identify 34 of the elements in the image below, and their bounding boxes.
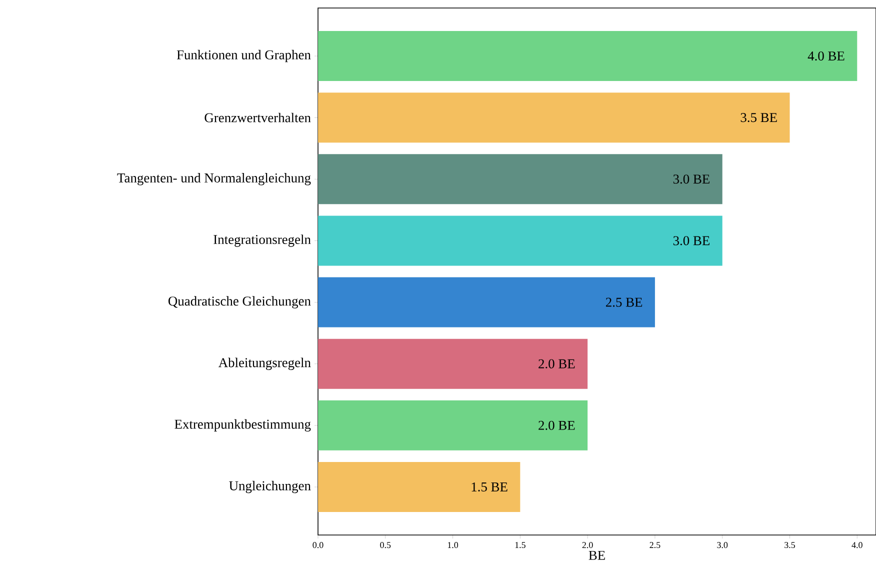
x-tick-label: 1.0 xyxy=(448,542,458,548)
y-tick-label: Tangenten- und Normalengleichung xyxy=(117,173,311,186)
bar xyxy=(318,154,722,204)
data-label: 2.5 BE xyxy=(606,298,642,307)
y-tick-label: Integrationsregeln xyxy=(214,234,311,247)
x-tick-label: 1.5 xyxy=(515,542,526,548)
y-tick-label: Ungleichungen xyxy=(229,480,311,494)
data-label: 3.0 BE xyxy=(673,236,710,246)
x-tick-label: 2.0 xyxy=(582,542,593,548)
bar xyxy=(318,400,588,450)
y-tick-label: Extrempunktbestimmung xyxy=(174,419,311,432)
x-tick-label: 3.5 xyxy=(784,542,796,548)
bar xyxy=(318,462,520,512)
data-label: 2.0 BE xyxy=(538,359,575,368)
x-tick-label: 4.0 xyxy=(852,542,862,548)
data-label: 1.5 BE xyxy=(472,482,508,492)
bar xyxy=(318,277,655,328)
bar xyxy=(318,338,588,389)
data-label: 2.0 BE xyxy=(538,420,575,430)
bar xyxy=(318,216,722,266)
y-tick-label: Funktionen und Graphen xyxy=(176,50,311,62)
y-tick-label: Ableitungsregeln xyxy=(218,358,311,370)
data-label: 3.5 BE xyxy=(740,113,777,122)
bar xyxy=(318,92,790,143)
y-tick-label: Grenzwertverhalten xyxy=(204,112,311,122)
x-tick-label: 0.0 xyxy=(312,542,324,548)
x-axis-title: BE xyxy=(588,550,605,560)
y-tick-label: Quadratische Gleichungen xyxy=(168,296,311,308)
x-tick-label: 0.5 xyxy=(380,542,391,548)
data-label: 4.0 BE xyxy=(808,51,844,61)
bar xyxy=(318,31,858,82)
x-tick-label: 2.5 xyxy=(650,542,660,548)
x-tick-label: 3.0 xyxy=(717,542,728,548)
data-label: 3.0 BE xyxy=(673,174,710,184)
